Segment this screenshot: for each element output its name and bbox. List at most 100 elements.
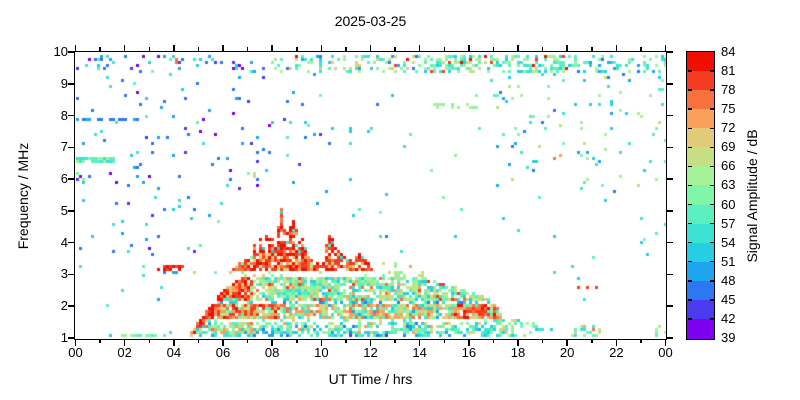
colorbar-tick-label: 45 (721, 291, 736, 307)
y-tick-label: 3 (60, 266, 68, 282)
x-major-tick-top (123, 44, 126, 51)
y-major-tick (68, 114, 74, 117)
x-minor-tick-top (492, 47, 495, 51)
colorbar-tick (687, 127, 692, 130)
x-tick-label: 14 (412, 345, 427, 360)
x-major-tick (664, 339, 667, 346)
x-minor-tick (99, 339, 101, 343)
x-minor-tick (591, 339, 593, 343)
x-minor-tick-top (394, 47, 396, 51)
y-major-tick (68, 83, 74, 85)
y-major-tick (68, 305, 74, 307)
colorbar-segment (687, 204, 714, 224)
x-major-tick (615, 339, 618, 346)
x-tick-label: 10 (314, 345, 329, 360)
x-major-tick-top (173, 44, 175, 51)
colorbar-tick (687, 70, 692, 72)
x-major-tick-top (566, 44, 568, 51)
x-tick-label: 12 (363, 345, 378, 360)
x-major-tick (369, 339, 372, 346)
colorbar-segment (687, 70, 714, 90)
colorbar-tick-label: 69 (721, 139, 736, 155)
colorbar-tick (687, 260, 692, 263)
y-major-tick (68, 273, 74, 276)
colorbar-tick-label: 54 (721, 234, 736, 250)
colorbar-tick-label: 66 (721, 158, 736, 174)
colorbar-tick (709, 241, 714, 244)
colorbar-tick (687, 146, 692, 149)
colorbar-tick (687, 299, 692, 301)
colorbar-tick (687, 280, 692, 282)
x-tick-label: 22 (609, 345, 624, 360)
colorbar-segment (687, 89, 714, 109)
colorbar-segment (687, 128, 714, 148)
y-major-tick (68, 51, 74, 53)
colorbar-segment (687, 108, 714, 129)
colorbar-tick-label: 84 (721, 44, 736, 59)
colorbar-tick (709, 222, 714, 225)
colorbar-tick (709, 260, 714, 263)
y-major-tick-right (667, 305, 673, 307)
colorbar-segment (687, 185, 714, 205)
colorbar-tick-label: 78 (721, 82, 736, 98)
x-minor-tick (148, 339, 150, 343)
y-major-tick-right (667, 178, 673, 180)
y-tick-label: 10 (53, 44, 68, 59)
y-tick-label: 8 (60, 107, 68, 123)
x-major-tick (468, 339, 470, 346)
y-major-tick-right (667, 241, 673, 244)
x-minor-tick (246, 339, 249, 343)
x-major-tick (74, 339, 77, 346)
y-major-tick (68, 178, 74, 180)
x-major-tick (173, 339, 175, 346)
colorbar-segment (687, 281, 714, 301)
colorbar-segment (687, 262, 714, 282)
colorbar-tick (687, 165, 692, 168)
x-minor-tick-top (541, 47, 544, 51)
x-major-tick-top (369, 44, 372, 51)
colorbar-segment (687, 300, 714, 320)
colorbar-tick (687, 89, 692, 91)
x-major-tick (271, 339, 273, 346)
colorbar-segment (687, 51, 714, 71)
y-tick-label: 5 (60, 202, 68, 218)
x-major-tick-top (418, 44, 421, 51)
colorbar-tick (687, 203, 692, 206)
colorbar-tick-label: 57 (721, 215, 736, 231)
y-major-tick (68, 241, 74, 244)
x-minor-tick-top (148, 47, 150, 51)
colorbar-tick-label: 75 (721, 101, 736, 117)
x-major-tick (320, 339, 323, 346)
y-major-tick-right (667, 210, 673, 212)
x-major-tick (418, 339, 421, 346)
colorbar-tick (709, 318, 714, 320)
colorbar-tick-label: 51 (721, 253, 736, 269)
y-major-tick-right (667, 114, 673, 117)
x-tick-label: 02 (117, 345, 132, 360)
y-tick-label: 2 (60, 298, 68, 314)
x-major-tick (566, 339, 568, 346)
colorbar-tick (687, 222, 692, 225)
colorbar-tick (687, 108, 692, 110)
colorbar-tick-label: 72 (721, 120, 736, 136)
x-tick-label: 08 (264, 345, 280, 360)
x-minor-tick (492, 339, 495, 343)
x-minor-tick (443, 339, 445, 343)
colorbar-tick (709, 203, 714, 206)
x-minor-tick-top (296, 47, 298, 51)
y-tick-label: 7 (60, 139, 68, 155)
x-minor-tick-top (197, 47, 200, 51)
spectrogram-canvas (75, 52, 666, 338)
y-tick-label: 9 (60, 75, 68, 91)
colorbar-tick (709, 299, 714, 301)
x-tick-label: 20 (559, 345, 575, 360)
colorbar-tick-label: 48 (721, 272, 736, 288)
plot-title: 2025-03-25 (334, 13, 407, 29)
y-major-tick (68, 337, 74, 339)
x-minor-tick (541, 339, 544, 343)
colorbar-tick (709, 184, 714, 187)
x-tick-label: 04 (166, 345, 182, 360)
x-major-tick-top (664, 44, 667, 51)
x-minor-tick-top (640, 47, 642, 51)
